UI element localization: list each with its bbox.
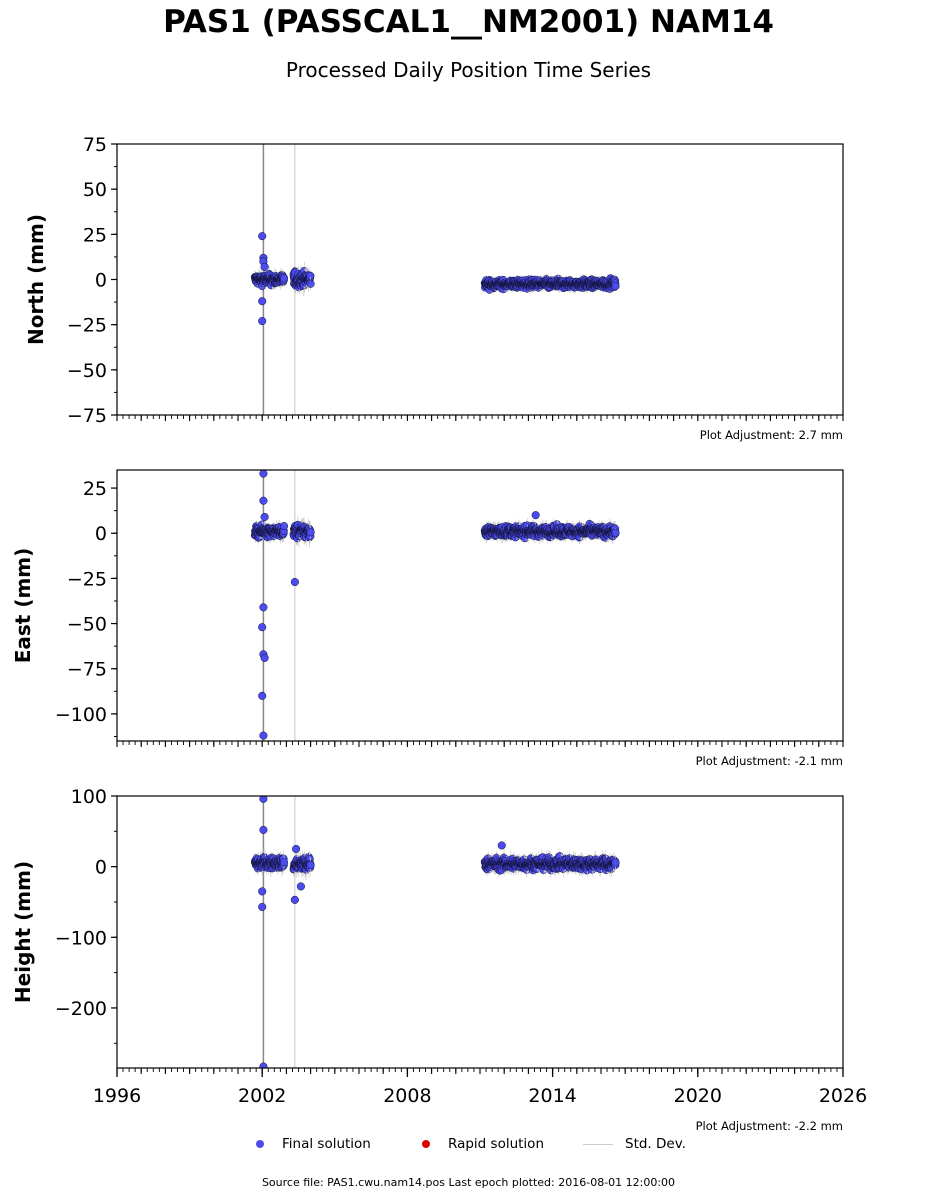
chart-subtitle: Processed Daily Position Time Series — [285, 58, 652, 82]
outlier-point — [259, 603, 268, 612]
y-tick-label: −25 — [67, 568, 107, 590]
outlier-point — [259, 470, 268, 478]
plot-content — [250, 796, 620, 1068]
axes-frame — [116, 143, 844, 416]
y-tick-label: −75 — [67, 405, 107, 427]
outlier-point — [260, 262, 269, 271]
outlier-point — [290, 577, 299, 587]
outlier-point — [258, 232, 267, 241]
y-axis-label: North (mm) — [24, 214, 48, 345]
outlier-point — [260, 653, 269, 662]
data-point — [306, 528, 315, 537]
outlier-point — [260, 512, 269, 522]
panel-0: 75 50 25 0 −25 −50 −75 North (mm) Plot Adjustmen… — [24, 134, 844, 442]
outlier-point — [258, 623, 267, 632]
outlier-point — [259, 731, 268, 740]
plot-adjustment: Plot Adjustment: 2.7 mm — [700, 428, 843, 442]
y-tick-label: 50 — [83, 179, 107, 201]
outlier-point — [531, 511, 540, 520]
y-tick-label: −25 — [67, 315, 107, 337]
y-tick-label: −100 — [55, 704, 107, 726]
data-point — [279, 858, 289, 867]
panel-1: 25 0 −25 −50 −75 −100 East (mm) Plot Adjustment… — [11, 469, 844, 768]
plot-adjustment: Plot Adjustment: -2.1 mm — [696, 754, 843, 768]
data-point — [306, 860, 315, 870]
data-point — [306, 279, 315, 288]
outlier-point — [258, 317, 267, 326]
data-point — [279, 274, 289, 283]
plot-content — [250, 144, 620, 415]
data-point — [279, 522, 289, 531]
y-tick-label: −75 — [67, 659, 107, 681]
y-axis-label: East (mm) — [11, 548, 35, 664]
axes-frame — [116, 469, 844, 742]
y-tick-label: 0 — [95, 523, 107, 545]
outlier-point — [258, 691, 267, 700]
outlier-point — [259, 496, 268, 505]
outlier-point — [258, 297, 267, 306]
y-tick-label: −50 — [67, 360, 107, 382]
chart-title: PAS1 (PASSCAL1__NM2001) NAM14 — [163, 4, 774, 40]
y-tick-label: 0 — [95, 270, 107, 292]
plot-content — [250, 470, 620, 741]
y-tick-label: 25 — [83, 478, 107, 500]
y-tick-label: −50 — [67, 614, 107, 636]
y-tick-label: 25 — [83, 224, 107, 246]
data-point — [611, 528, 620, 537]
data-point — [611, 282, 620, 291]
y-tick-label: 75 — [83, 134, 107, 156]
